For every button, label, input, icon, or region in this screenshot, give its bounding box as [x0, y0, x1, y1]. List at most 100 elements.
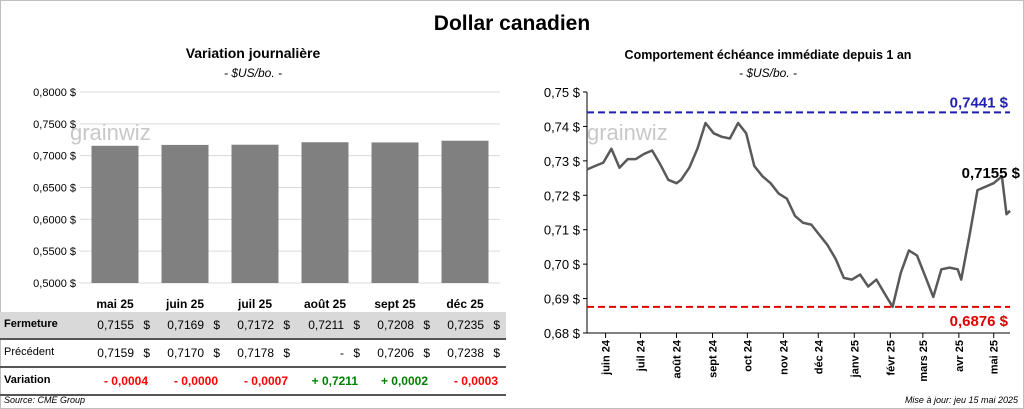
cell-value: 0,7159 — [97, 346, 134, 360]
cell-value: + 0,7211 — [311, 374, 358, 388]
x-tick-label: mai 25 — [989, 340, 1001, 374]
x-tick-label: sept 25 — [374, 297, 416, 311]
table-cell: 0,7208 $ — [360, 312, 430, 338]
cell-value: - 0,0004 — [103, 374, 148, 388]
table-cell: 0,7172 $ — [220, 312, 290, 338]
x-tick-label: janv 25 — [849, 340, 861, 378]
table-cell: - $ — [290, 340, 360, 366]
cell-value: 0,7170 — [167, 346, 204, 360]
cell-value: 0,7155 — [97, 318, 134, 332]
currency-sign: $ — [353, 318, 360, 332]
cell-value: 0,7211 — [308, 318, 344, 332]
y-tick-label: 0,5500 $ — [33, 246, 76, 258]
source-note: Source: CME Group — [4, 395, 86, 405]
currency-sign: $ — [213, 318, 220, 332]
table-cell: 0,7211 $ — [290, 312, 360, 338]
currency-sign: $ — [213, 346, 220, 360]
bar — [371, 142, 419, 283]
line-chart-unit: - $US/bo. - — [738, 66, 798, 80]
table-cell: - 0,0000 — [150, 368, 220, 394]
x-tick-label: avr 25 — [954, 340, 966, 372]
cell-value: 0,7235 — [447, 318, 484, 332]
table-cell: + 0,7211 — [290, 368, 360, 394]
currency-sign: $ — [423, 318, 430, 332]
currency-sign: $ — [493, 346, 500, 360]
currency-sign: $ — [353, 346, 360, 360]
bar-chart-unit: - $US/bo. - — [223, 66, 283, 80]
row-label: Fermeture — [4, 318, 58, 330]
update-note: Mise à jour: jeu 15 mai 2025 — [904, 395, 1018, 405]
x-tick-label: oct 24 — [742, 339, 754, 372]
y-tick-label: 0,68 $ — [544, 326, 581, 341]
line-chart-title: Comportement échéance immédiate depuis 1… — [624, 48, 912, 62]
last-value-label: 0,7155 $ — [962, 165, 1021, 182]
cell-value: - — [340, 346, 344, 360]
cell-value: + 0,0002 — [380, 374, 428, 388]
table-cell: 0,7178 $ — [220, 340, 290, 366]
y-tick-label: 0,72 $ — [544, 188, 581, 203]
currency-sign: $ — [283, 318, 290, 332]
x-tick-label: mai 25 — [96, 297, 134, 311]
currency-sign: $ — [493, 318, 500, 332]
y-tick-label: 0,71 $ — [544, 223, 581, 238]
cell-value: - 0,0007 — [243, 374, 288, 388]
table-row-precedent: Précédent — [0, 340, 506, 366]
cell-value: 0,7172 — [237, 318, 274, 332]
cell-value: 0,7169 — [167, 318, 204, 332]
high-value-label: 0,7441 $ — [950, 94, 1009, 111]
y-tick-label: 0,73 $ — [544, 154, 581, 169]
page-title: Dollar canadien — [433, 12, 591, 35]
cell-value: - 0,0003 — [453, 374, 498, 388]
y-tick-label: 0,6500 $ — [33, 183, 76, 195]
table-cell: 0,7238 $ — [430, 340, 500, 366]
y-tick-label: 0,5000 $ — [33, 278, 76, 290]
x-tick-label: juil 25 — [237, 297, 272, 311]
y-tick-label: 0,75 $ — [544, 85, 581, 100]
table-cell: 0,7155 $ — [80, 312, 150, 338]
low-value-label: 0,6876 $ — [950, 313, 1009, 330]
line-chart: 0,68 $ 0,69 $ 0,70 $ 0,71 $ 0,72 $ 0,73 $ 0,74… — [544, 85, 1021, 382]
table-cell: 0,7169 $ — [150, 312, 220, 338]
bar-chart: 0,5000 $ 0,5500 $ 0,6000 $ 0,6500 $ 0,7000 $… — [33, 87, 500, 311]
x-tick-label: juin 24 — [601, 339, 613, 376]
divider — [0, 366, 506, 368]
x-tick-label: juin 25 — [165, 297, 204, 311]
y-tick-label: 0,74 $ — [544, 119, 581, 134]
x-tick-label: juil 24 — [635, 339, 647, 372]
cell-value: 0,7178 — [237, 346, 274, 360]
table-cell: - 0,0003 — [430, 368, 500, 394]
bar-chart-title: Variation journalière — [185, 45, 321, 61]
cell-value: 0,7208 — [377, 318, 414, 332]
currency-sign: $ — [423, 346, 430, 360]
cell-value: - 0,0000 — [173, 374, 218, 388]
x-tick-label: déc 25 — [446, 297, 484, 311]
x-tick-label: août 25 — [304, 297, 346, 311]
table-cell: 0,7159 $ — [80, 340, 150, 366]
bar — [161, 144, 209, 283]
table-cell: 0,7206 $ — [360, 340, 430, 366]
currency-sign: $ — [143, 346, 150, 360]
divider — [0, 394, 506, 396]
watermark-logo: grainwiz — [587, 120, 668, 145]
x-tick-label: août 24 — [671, 339, 683, 378]
cell-value: 0,7206 — [377, 346, 414, 360]
bar — [231, 144, 279, 283]
x-tick-label: févr 25 — [885, 340, 897, 375]
table-cell: - 0,0007 — [220, 368, 290, 394]
x-tick-label: nov 24 — [778, 339, 790, 375]
watermark-logo: grainwiz — [70, 120, 151, 145]
currency-sign: $ — [283, 346, 290, 360]
table-cell: + 0,0002 — [360, 368, 430, 394]
x-tick-label: déc 24 — [813, 339, 825, 374]
y-tick-label: 0,7500 $ — [33, 119, 76, 131]
row-label: Variation — [4, 374, 51, 386]
price-series-line — [586, 121, 1011, 309]
y-tick-label: 0,70 $ — [544, 257, 581, 272]
y-tick-label: 0,8000 $ — [33, 87, 76, 99]
cell-value: 0,7238 — [447, 346, 484, 360]
table-cell: 0,7235 $ — [430, 312, 500, 338]
bar — [301, 142, 349, 283]
bar — [91, 145, 139, 283]
y-tick-label: 0,6000 $ — [33, 214, 76, 226]
divider — [0, 338, 506, 340]
